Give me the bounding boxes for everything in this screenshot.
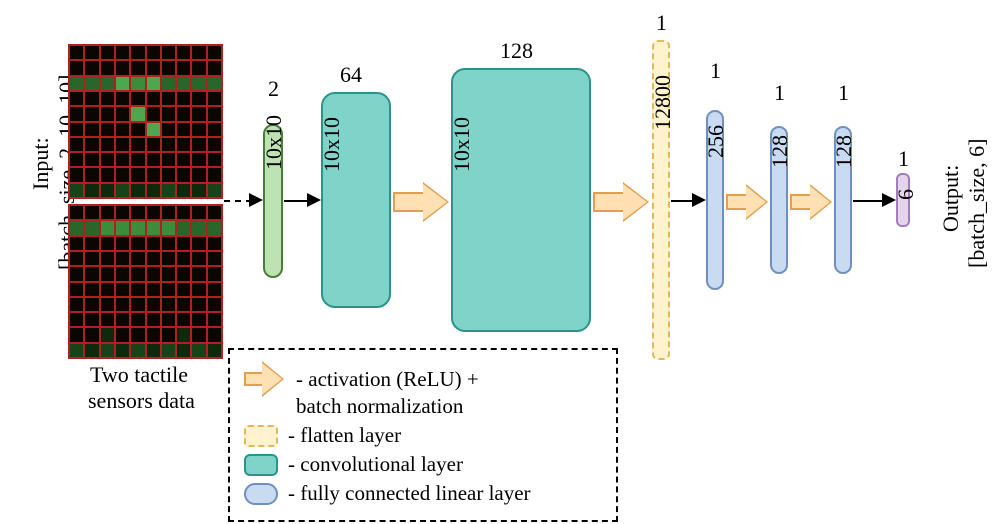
legend-flatten-row: - flatten layer (244, 423, 602, 448)
output-label-line1: Output: (938, 165, 964, 232)
legend-conv-row: - convolutional layer (244, 452, 602, 477)
legend-fc-icon (244, 483, 278, 505)
fc3-dims: 1 (838, 80, 849, 106)
tactile-sensor-grid-top (68, 44, 223, 199)
legend-fc-row: - fully connected linear layer (244, 481, 602, 506)
legend-relu-text2: batch normalization (296, 394, 463, 419)
relu-arrow-4 (790, 185, 834, 219)
legend-relu-row: - activation (ReLU) + (244, 364, 602, 394)
legend-box: - activation (ReLU) + batch normalizatio… (228, 348, 618, 522)
legend-conv-icon (244, 454, 278, 476)
arrow-dashed (224, 200, 252, 202)
conv1-dims: 10x10 (319, 117, 345, 172)
arrow-3-head (692, 193, 706, 207)
flatten-ch: 12800 (650, 75, 676, 130)
legend-relu-row2: batch normalization (244, 398, 602, 419)
nn-architecture-diagram: Input: [batch_size, 2, 10, 10] Two tacti… (0, 0, 999, 524)
legend-arrow-icon (244, 364, 286, 394)
fc2-dims: 1 (774, 80, 785, 106)
relu-arrow-3 (726, 185, 770, 219)
arrow-5 (853, 200, 885, 202)
relu-arrow-2 (593, 182, 649, 222)
arrow-dashed-head (249, 193, 263, 207)
output-label-line2: [batch_size, 6] (964, 139, 990, 269)
arrow-1-head (307, 193, 321, 207)
flatten-dims: 1 (656, 10, 667, 36)
tactile-sensor-grid-bottom (68, 204, 223, 359)
conv-layer-128 (451, 68, 591, 332)
conv1-ch: 64 (340, 62, 362, 88)
fc3-ch: 128 (831, 135, 857, 168)
conv2-ch: 128 (500, 38, 533, 64)
fc1-ch: 256 (703, 125, 729, 158)
input-block-dims: 10x10 (261, 115, 287, 170)
legend-conv-text: - convolutional layer (288, 452, 463, 477)
legend-relu-text1: - activation (ReLU) + (296, 367, 479, 392)
fc1-dims: 1 (710, 58, 721, 84)
legend-flatten-text: - flatten layer (288, 423, 401, 448)
input-block-ch: 2 (268, 76, 279, 102)
output-block (896, 173, 910, 227)
input-caption-line1: Two tactile (90, 362, 188, 388)
relu-arrow-1 (393, 182, 449, 222)
out-dims: 1 (898, 146, 909, 172)
input-caption-line2: sensors data (88, 388, 195, 414)
legend-flatten-icon (244, 425, 278, 447)
fc2-ch: 128 (767, 135, 793, 168)
legend-fc-text: - fully connected linear layer (288, 481, 531, 506)
out-ch: 6 (893, 189, 919, 200)
input-label-line1: Input: (28, 137, 54, 190)
conv2-dims: 10x10 (449, 117, 475, 172)
